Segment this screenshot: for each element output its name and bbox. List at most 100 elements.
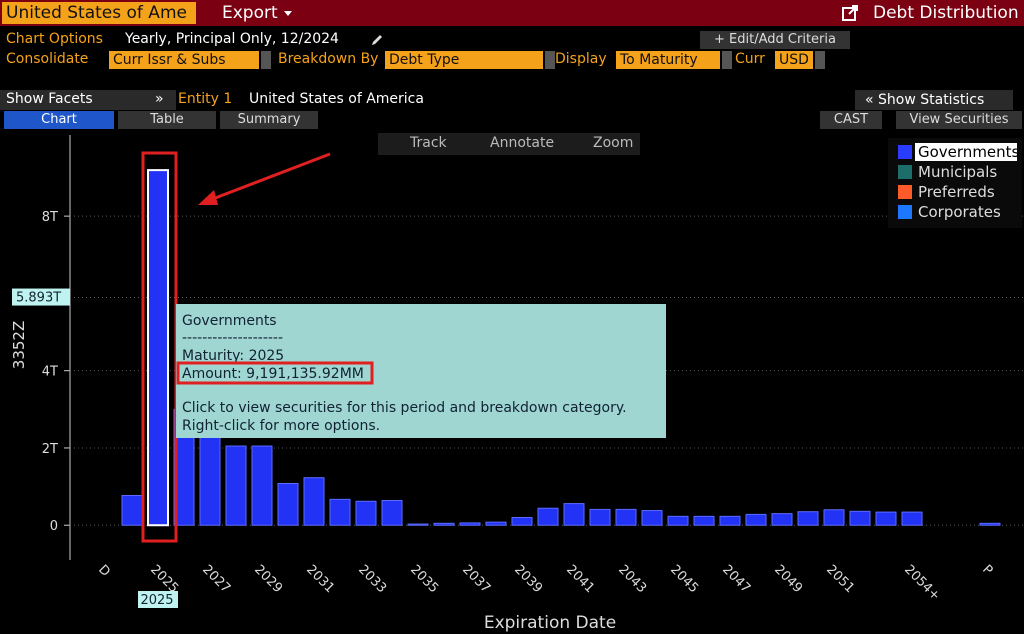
crosshair-label: 5.893T <box>16 291 61 306</box>
crosshair-label-box <box>12 288 70 306</box>
x-tick-label: 2033 <box>355 562 389 596</box>
bar <box>537 507 559 526</box>
tooltip-hint2: Right-click for more options. <box>182 418 380 434</box>
bar <box>459 522 481 526</box>
bar <box>849 510 871 526</box>
launch-icon <box>842 5 858 21</box>
table-tab[interactable]: Table <box>118 111 216 129</box>
edit-icon[interactable] <box>370 33 384 47</box>
legend-swatch <box>898 145 912 159</box>
cast-button[interactable]: CAST <box>820 111 882 129</box>
x-tick-label: D <box>95 562 113 580</box>
x-axis-title: Expiration Date <box>484 613 616 633</box>
window-title: Debt Distribution <box>873 3 1019 23</box>
bar <box>667 515 689 526</box>
x-tick-label: 2039 <box>511 562 545 596</box>
x-tick-label: 2027 <box>199 562 233 596</box>
legend-label: Municipals <box>918 163 997 181</box>
selected-category-box <box>138 591 178 608</box>
x-tick-label: 2051 <box>823 562 857 596</box>
bar <box>407 523 429 526</box>
show-facets-button[interactable]: Show Facets <box>6 91 93 107</box>
x-tick-label: 2047 <box>719 562 753 596</box>
consolidate-label: Consolidate <box>6 51 89 67</box>
breakdown-dropdown[interactable]: Debt Type <box>385 51 555 69</box>
legend-swatch <box>898 185 912 199</box>
chart: 0 2T 4T 8T 5.893T 3352Z Expiration Date D 2025 20… <box>10 135 1024 633</box>
export-menu[interactable]: Export <box>222 3 278 23</box>
bar <box>355 500 377 526</box>
chart-options-label: Chart Options <box>6 31 103 47</box>
y-tick-label: 0 <box>50 519 58 534</box>
tooltip <box>176 304 666 438</box>
legend-label: Governments <box>918 143 1020 161</box>
y-tick-label: 8T <box>42 210 58 225</box>
track-tool[interactable]: Track <box>410 135 447 151</box>
bar <box>563 503 585 526</box>
tooltip-maturity: Maturity: 2025 <box>182 348 284 364</box>
bar <box>303 477 325 526</box>
bar <box>979 522 1001 526</box>
bar <box>199 424 221 526</box>
tooltip-hint1: Click to view securities for this period… <box>182 400 627 416</box>
currency-dropdown[interactable]: USD <box>775 51 825 69</box>
show-statistics-button[interactable]: « Show Statistics <box>855 90 1013 110</box>
bar <box>797 511 819 526</box>
consolidate-dropdown[interactable]: Curr Issr & Subs <box>109 51 271 69</box>
export-arrow <box>284 11 292 16</box>
zoom-tool[interactable]: Zoom <box>593 135 634 151</box>
currency-label: Curr <box>735 51 765 67</box>
entity-field[interactable]: United States of Ame <box>2 2 196 24</box>
entity-label: Entity 1 <box>178 91 233 107</box>
facets-bar <box>0 90 176 110</box>
bar <box>511 517 533 526</box>
x-tick-label: 2031 <box>303 562 337 596</box>
x-tick-label: 2043 <box>615 562 649 596</box>
x-tick-label: 2045 <box>667 562 701 596</box>
expand-facets[interactable]: » <box>155 91 164 107</box>
bar <box>615 508 637 526</box>
bar <box>277 483 299 526</box>
bar <box>875 511 897 526</box>
x-tick-label: 2035 <box>407 562 441 596</box>
x-tick-label: P <box>979 562 995 578</box>
chart-toolbar <box>378 133 640 155</box>
y-axis-title: 3352Z <box>10 321 28 369</box>
bar <box>433 522 455 526</box>
bar <box>641 510 663 526</box>
chart-tab[interactable]: Chart <box>4 111 114 129</box>
legend-label: Preferreds <box>918 183 995 201</box>
view-securities-button[interactable]: View Securities <box>896 111 1022 129</box>
legend-swatch <box>898 205 912 219</box>
y-tick-label: 4T <box>42 365 58 380</box>
entity-value: United States of America <box>249 91 424 107</box>
annotation-arrow <box>209 152 331 202</box>
bar <box>121 494 143 526</box>
amount-highlight <box>176 361 374 385</box>
display-dropdown[interactable]: To Maturity <box>616 51 732 69</box>
x-tick-label: 2049 <box>771 562 805 596</box>
tooltip-title: Governments <box>182 313 277 329</box>
y-tick-label: 2T <box>42 442 58 457</box>
annotation-arrowhead <box>198 190 218 205</box>
bar <box>901 511 923 526</box>
legend-label: Corporates <box>918 203 1001 221</box>
summary-tab[interactable]: Summary <box>220 111 318 129</box>
annotate-tool[interactable]: Annotate <box>490 135 555 151</box>
bar <box>147 169 169 527</box>
display-label: Display <box>555 51 607 67</box>
breakdown-label: Breakdown By <box>278 51 379 67</box>
chart-options-value: Yearly, Principal Only, 12/2024 <box>125 31 339 47</box>
edit-criteria-button[interactable]: + Edit/Add Criteria <box>700 31 850 49</box>
x-tick-label: 2037 <box>459 562 493 596</box>
x-tick-label: 2054+ <box>901 562 943 604</box>
bar <box>225 445 247 526</box>
legend-highlight <box>915 143 1017 161</box>
bar <box>745 513 767 526</box>
bar <box>329 498 351 526</box>
tooltip-amount: Amount: 9,191,135.92MM <box>182 366 364 382</box>
bar <box>251 445 273 526</box>
selected-category-label: 2025 <box>140 593 173 608</box>
bar <box>693 515 715 526</box>
bar <box>719 515 741 526</box>
